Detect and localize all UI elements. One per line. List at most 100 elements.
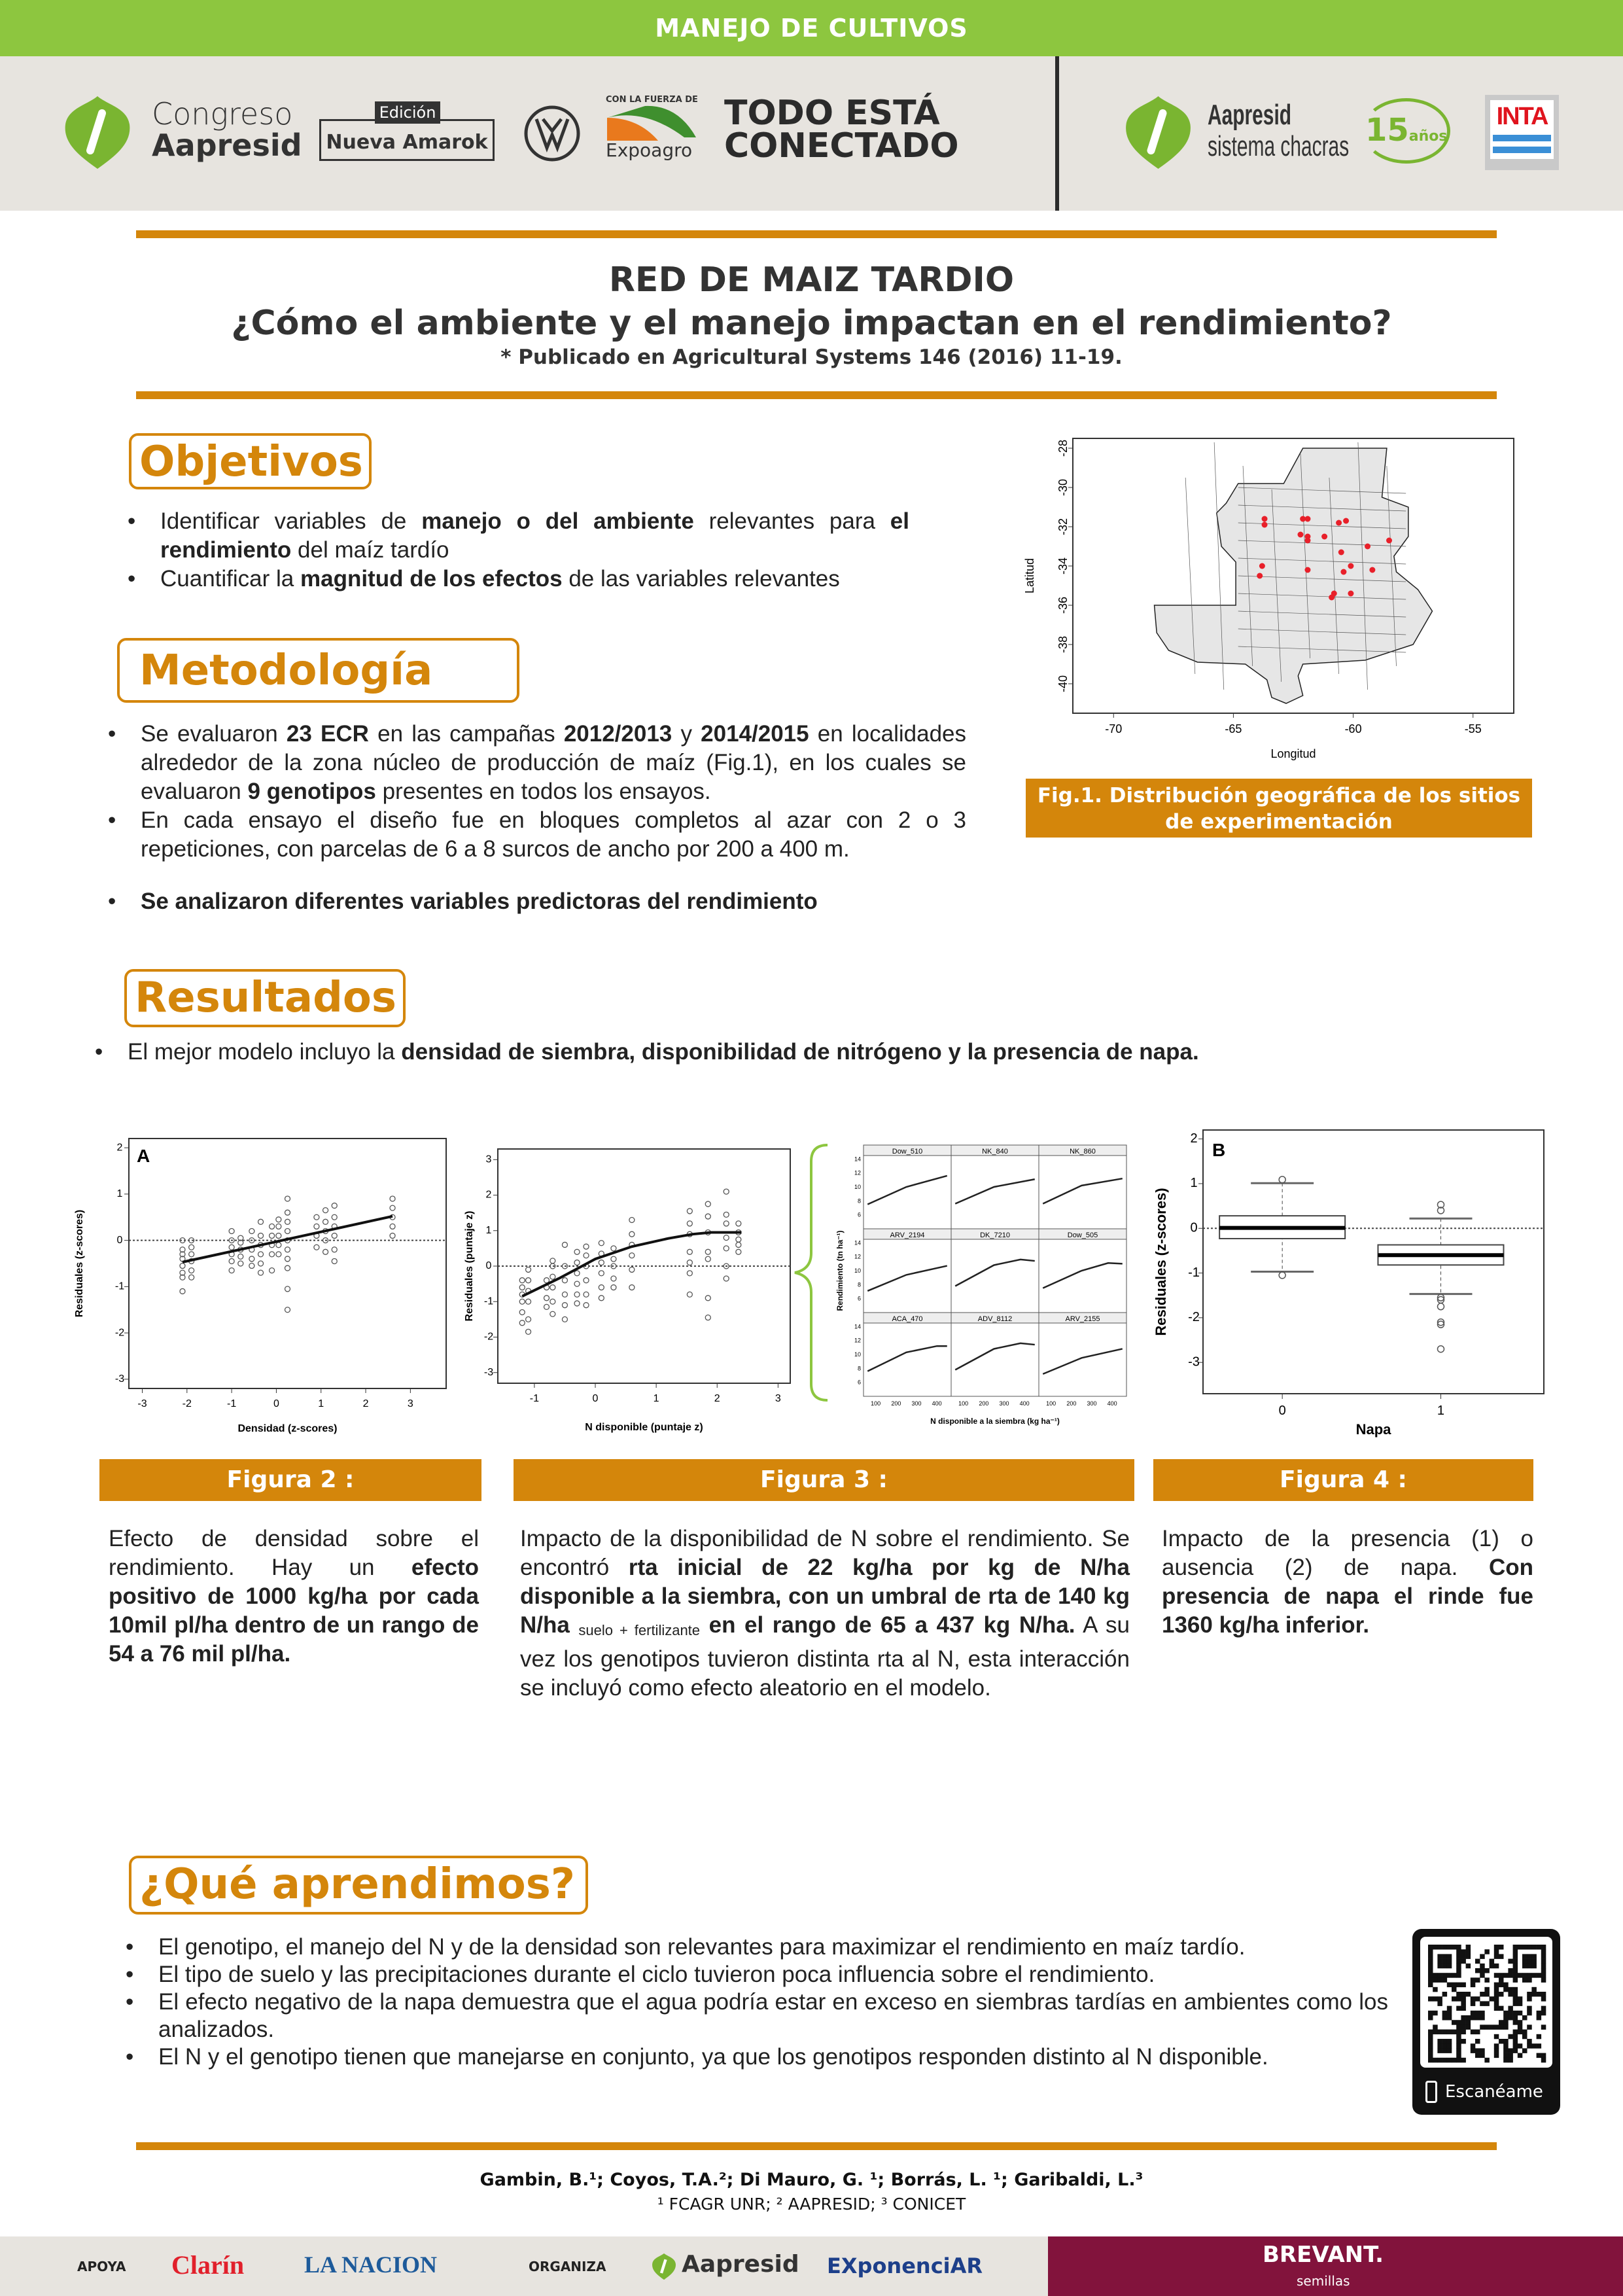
qr-module — [1522, 1973, 1527, 1978]
y-tick-label: 14 — [854, 1156, 861, 1162]
qr-module — [1517, 1996, 1523, 2002]
data-point — [249, 1256, 255, 1262]
qr-module — [1536, 2043, 1542, 2049]
data-point — [723, 1211, 729, 1218]
qr-module — [1531, 2043, 1537, 2049]
data-point — [735, 1241, 742, 1248]
qr-module — [1452, 1982, 1457, 1988]
qr-module — [1428, 1954, 1433, 1959]
data-point — [237, 1235, 244, 1241]
data-point — [598, 1295, 604, 1301]
qr-module — [1470, 2015, 1476, 2021]
qr-module — [1503, 2020, 1509, 2025]
qr-module — [1433, 1987, 1438, 1992]
data-point — [686, 1270, 693, 1277]
qr-code-card[interactable]: Escanéame — [1412, 1929, 1560, 2115]
qr-module — [1461, 1982, 1466, 1988]
qr-module — [1512, 1987, 1518, 1992]
qr-module — [1541, 1963, 1546, 1969]
qr-module — [1480, 1963, 1485, 1969]
chart-napa: -3 -2 -1 0 1 2 Napa Residuales (z-scores) 0 1 B — [1153, 1129, 1544, 1438]
data-point — [561, 1291, 568, 1298]
data-point — [561, 1263, 568, 1269]
qr-module — [1541, 1968, 1546, 1973]
qr-module — [1456, 1945, 1461, 1950]
qr-module — [1493, 1996, 1499, 2002]
logo-text: años — [1408, 128, 1448, 145]
facet-title: ARV_2155 — [1065, 1315, 1100, 1323]
x-tick-label: -1 — [530, 1393, 539, 1404]
site-dot — [1297, 531, 1304, 538]
data-point — [188, 1274, 195, 1280]
qr-module — [1433, 2024, 1438, 2030]
data-point — [275, 1216, 282, 1223]
data-point — [389, 1195, 396, 1202]
site-dot — [1321, 533, 1328, 540]
data-point — [519, 1298, 525, 1305]
sistema-chacras-logo: Aapresid sistema chacras — [1208, 99, 1349, 162]
data-point — [705, 1295, 711, 1301]
qr-module — [1503, 2053, 1509, 2058]
y-tick-label: -1 — [115, 1281, 124, 1292]
qr-module — [1475, 2048, 1480, 2053]
y-axis-label: Residuales (puntaje z) — [464, 1211, 475, 1322]
qr-code[interactable] — [1420, 1937, 1552, 2068]
qr-module — [1480, 2024, 1485, 2030]
outlier-point — [1437, 1320, 1445, 1328]
text-segment: A su vez los genotipos tuvieron distinta… — [520, 1612, 1130, 1701]
qr-module — [1531, 1945, 1537, 1950]
y-tick-label: 0 — [1190, 1221, 1197, 1235]
qr-module — [1437, 2001, 1442, 2006]
qr-module — [1437, 1996, 1442, 2002]
data-point — [705, 1201, 711, 1207]
qr-module — [1499, 2039, 1504, 2044]
figura-2-label: Figura 2 : — [99, 1459, 481, 1501]
y-axis-label: Rendimiento (tn ha⁻¹) — [835, 1231, 845, 1311]
data-point — [237, 1260, 244, 1267]
chart-densidad: -3 -2 -1 0 1 2 -3 -2 -1 0 1 2 3 Densidad (z-scores) Re… — [74, 1138, 447, 1434]
facet-strip — [1038, 1312, 1127, 1324]
qr-module — [1475, 2015, 1480, 2021]
district-border — [1238, 540, 1406, 547]
qr-module — [1442, 2015, 1448, 2021]
y-tick-label: 3 — [486, 1154, 492, 1165]
qr-module — [1456, 1968, 1461, 1973]
qr-module — [1442, 1977, 1448, 1983]
qr-module — [1512, 1968, 1518, 1973]
y-tick-label: -1 — [484, 1296, 493, 1307]
data-point — [723, 1220, 729, 1227]
logo-text: CON LA FUERZA DE — [606, 95, 698, 105]
text-segment: El mejor modelo incluyo la — [128, 1039, 402, 1065]
qr-module — [1428, 1996, 1433, 2002]
qr-module — [1442, 2039, 1448, 2044]
qr-module — [1452, 2029, 1457, 2035]
qr-module — [1456, 2057, 1461, 2063]
affiliations: ¹ FCAGR UNR; ² AAPRESID; ³ CONICET — [657, 2195, 966, 2214]
qr-module — [1484, 2024, 1490, 2030]
data-point — [275, 1251, 282, 1258]
qr-module — [1493, 2034, 1499, 2040]
data-point — [322, 1207, 329, 1214]
qr-module — [1503, 1973, 1509, 1978]
text-segment: efecto positivo de 1000 kg/ha por cada 1… — [109, 1555, 479, 1667]
text-segment: 9 genotipos — [247, 779, 376, 804]
text-segment: en localidades alrededor de la zona núcl… — [141, 721, 967, 804]
y-tick-label: 1 — [1190, 1176, 1197, 1190]
y-tick-label: 6 — [858, 1379, 861, 1386]
text-segment: Impacto de la presencia (1) o ausencia (… — [1162, 1526, 1533, 1580]
inta-logo: INTA — [1485, 95, 1559, 170]
data-point — [313, 1223, 320, 1230]
data-point — [525, 1316, 532, 1323]
facet-panel — [951, 1312, 1039, 1397]
data-point — [550, 1298, 556, 1305]
data-point — [519, 1320, 525, 1326]
data-point — [723, 1188, 729, 1195]
qr-module — [1493, 1945, 1499, 1950]
qr-module — [1465, 1992, 1471, 1997]
qr-module — [1493, 2053, 1499, 2058]
qr-module — [1475, 1968, 1480, 1973]
qr-module — [1517, 2024, 1523, 2030]
qr-module — [1461, 2001, 1466, 2006]
vw-logo-icon — [523, 105, 581, 165]
data-point — [525, 1266, 532, 1273]
